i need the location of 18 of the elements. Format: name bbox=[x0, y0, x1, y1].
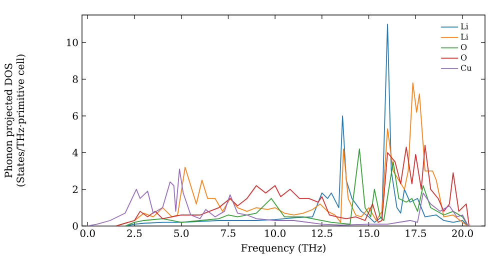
y-axis-title: Phonon projected DOS (States/THz·primitive cell) bbox=[4, 54, 26, 186]
line-series bbox=[87, 168, 482, 226]
x-tick-label: 7.5 bbox=[221, 230, 236, 237]
x-tick-label: 17.5 bbox=[406, 230, 426, 238]
y-tick-label: 4 bbox=[72, 148, 78, 156]
x-tick-label: 15.0 bbox=[358, 230, 380, 238]
y-tick-label: 2 bbox=[72, 186, 78, 193]
y-tick-label: 10 bbox=[67, 38, 78, 46]
y-tick-label: 0 bbox=[72, 222, 78, 230]
y-tick-label: 8 bbox=[72, 75, 78, 83]
x-tick-label: 5.0 bbox=[174, 230, 189, 238]
x-tick-label: 0.0 bbox=[80, 230, 95, 238]
y-tick-label: 6 bbox=[72, 112, 78, 120]
x-tick-label: 2.5 bbox=[127, 230, 142, 238]
x-tick-label: 10.0 bbox=[265, 230, 286, 238]
x-tick-label: 20.0 bbox=[452, 230, 473, 238]
x-tick-label: 12.5 bbox=[312, 230, 332, 238]
x-axis-title: Frequency (THz) bbox=[241, 244, 326, 254]
